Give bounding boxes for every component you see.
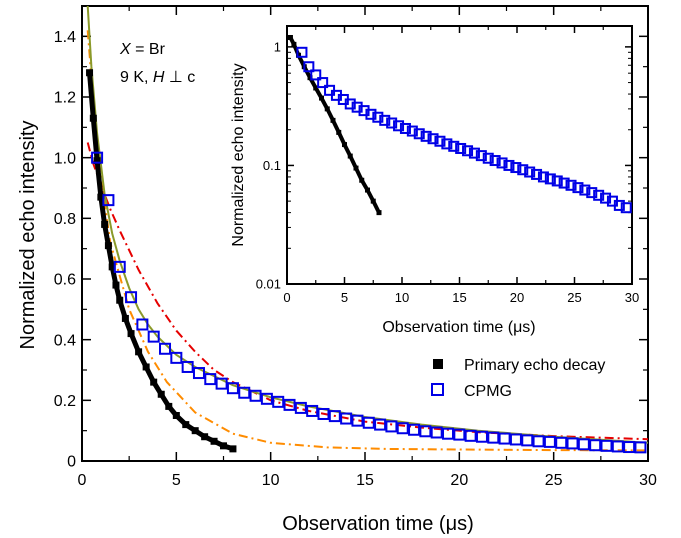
- primary-echo-point: [211, 438, 218, 445]
- legend-label-primary: Primary echo decay: [464, 357, 605, 374]
- x-tick-label: 25: [545, 472, 563, 489]
- y-tick-label: 0.4: [54, 332, 76, 349]
- inset-x-axis-label-prefix: Observation time (: [382, 319, 513, 336]
- x-tick-label: 10: [395, 290, 409, 305]
- primary-echo-point: [331, 118, 336, 123]
- legend-label-cpmg: CPMG: [464, 383, 512, 400]
- main-x-axis-label-suffix: ): [467, 513, 474, 535]
- primary-echo-point: [365, 188, 370, 193]
- x-tick-label: 15: [356, 472, 374, 489]
- x-tick-label: 30: [625, 290, 639, 305]
- x-tick-label: 5: [172, 472, 181, 489]
- primary-echo-point: [377, 210, 382, 215]
- y-tick-label: 1: [274, 39, 281, 54]
- x-tick-label: 20: [510, 290, 524, 305]
- y-tick-label: 0.8: [54, 211, 76, 228]
- primary-echo-point: [371, 199, 376, 204]
- primary-echo-point: [201, 433, 208, 440]
- y-tick-label: 0.1: [263, 158, 281, 173]
- x-tick-label: 20: [450, 472, 468, 489]
- primary-echo-point: [173, 412, 180, 419]
- primary-echo-point: [116, 297, 123, 304]
- primary-echo-point: [319, 96, 324, 101]
- primary-echo-point: [182, 421, 189, 428]
- primary-echo-point: [165, 403, 172, 410]
- primary-echo-point: [122, 315, 129, 322]
- x-tick-label: 0: [78, 472, 87, 489]
- main-x-axis-label-unit: μs: [446, 513, 468, 535]
- y-tick-label: 1.2: [54, 90, 76, 107]
- primary-echo-point: [348, 154, 353, 159]
- annotation-line-1: X = Br: [119, 41, 166, 58]
- primary-echo-point: [342, 142, 347, 147]
- primary-echo-point: [192, 427, 199, 434]
- x-tick-label: 5: [341, 290, 348, 305]
- y-tick-label: 0.6: [54, 272, 76, 289]
- y-tick-label: 1.4: [54, 29, 76, 46]
- y-tick-label: 0.01: [256, 277, 281, 292]
- primary-echo-point: [150, 379, 157, 386]
- primary-echo-point: [86, 69, 93, 76]
- y-tick-label: 0.2: [54, 393, 76, 410]
- y-tick-label: 1.0: [54, 150, 76, 167]
- main-x-axis-label: Observation time (μs): [282, 513, 474, 535]
- annotation-field-symbol: H: [153, 69, 165, 86]
- primary-echo-point: [101, 221, 108, 228]
- primary-echo-point: [354, 166, 359, 171]
- inset-x-axis-label-unit: μs: [513, 319, 530, 336]
- x-tick-label: 10: [262, 472, 280, 489]
- y-tick-label: 0: [67, 454, 76, 471]
- primary-echo-point: [158, 391, 165, 398]
- inset-x-axis-label: Observation time (μs): [382, 319, 535, 336]
- x-tick-label: 0: [283, 290, 290, 305]
- annotation-x-value: = Br: [131, 41, 166, 58]
- inset-plot-frame: [287, 26, 632, 284]
- primary-echo-point: [135, 348, 142, 355]
- primary-echo-point: [291, 42, 296, 47]
- main-x-axis-label-prefix: Observation time (: [282, 513, 446, 535]
- inset-y-axis-label: Normalized echo intensity: [230, 63, 247, 246]
- primary-echo-point: [325, 106, 330, 111]
- x-tick-label: 25: [567, 290, 581, 305]
- primary-echo-point: [220, 442, 227, 449]
- primary-echo-point: [112, 282, 119, 289]
- primary-echo-point: [128, 330, 135, 337]
- primary-echo-point: [143, 363, 150, 370]
- primary-echo-point: [105, 242, 112, 249]
- x-tick-label: 15: [452, 290, 466, 305]
- annotation-line-2: 9 K, H ⊥ c: [120, 69, 195, 86]
- primary-echo-point: [90, 115, 97, 122]
- primary-echo-point: [288, 35, 293, 40]
- inset-x-axis-label-suffix: ): [530, 319, 535, 336]
- main-y-axis-label: Normalized echo intensity: [17, 121, 39, 350]
- primary-echo-point: [359, 178, 364, 183]
- annotation-field-orientation: ⊥ c: [164, 69, 195, 86]
- primary-echo-point: [336, 130, 341, 135]
- annotation-temperature: 9 K,: [120, 69, 153, 86]
- x-tick-label: 30: [639, 472, 657, 489]
- legend-marker-primary: [433, 359, 443, 369]
- primary-echo-point: [229, 445, 236, 452]
